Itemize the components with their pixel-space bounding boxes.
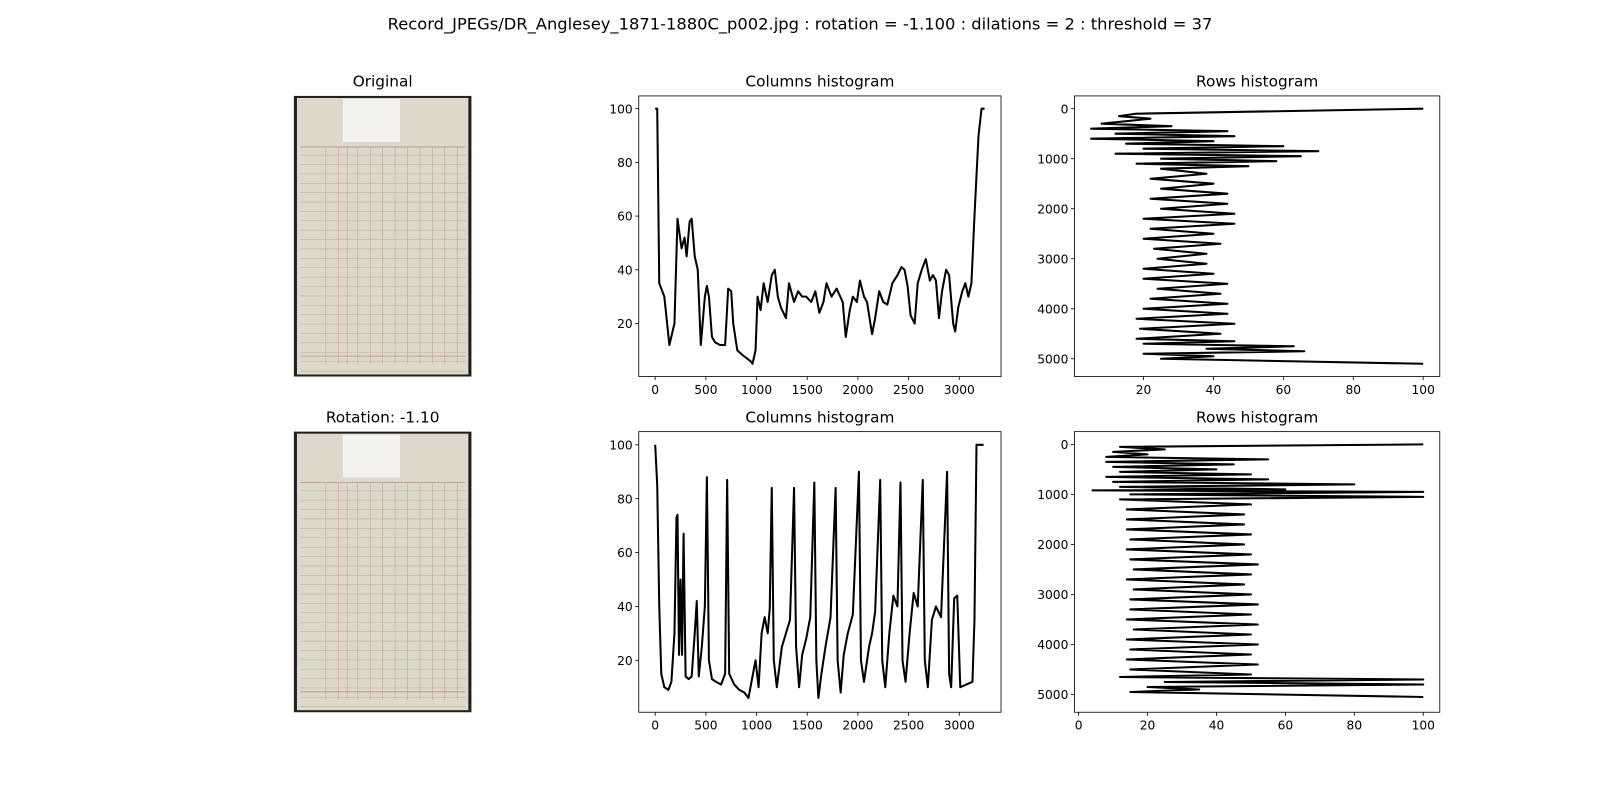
x-tick-label: 3000 [944, 719, 975, 733]
x-tick-label: 60 [1278, 719, 1294, 733]
y-tick-label: 5000 [1037, 688, 1068, 702]
axes-frame [638, 431, 1002, 713]
y-tick-label: 1000 [1037, 488, 1068, 502]
x-tick-label: 60 [1276, 383, 1292, 397]
panel-title: Rotation: -1.10 [326, 408, 440, 426]
document-image [293, 95, 472, 377]
label-card [342, 434, 400, 478]
histogram-line [1091, 443, 1425, 699]
panel-title: Rows histogram [1196, 73, 1318, 91]
axes-frame [1074, 95, 1441, 377]
x-tick-label: 0 [1075, 719, 1083, 733]
x-tick-label: 100 [1412, 719, 1435, 733]
x-tick-label: 1500 [792, 719, 823, 733]
x-tick-label: 1000 [741, 383, 772, 397]
x-tick-label: 3000 [944, 383, 975, 397]
x-tick-label: 20 [1136, 383, 1152, 397]
y-tick-label: 2000 [1037, 202, 1068, 216]
x-tick-label: 2500 [893, 383, 924, 397]
y-tick-label: 4000 [1037, 302, 1068, 316]
x-tick-label: 80 [1347, 719, 1363, 733]
y-tick-label: 20 [617, 317, 633, 331]
figure-title: Record_JPEGs/DR_Anglesey_1871-1880C_p002… [388, 15, 1213, 35]
y-tick-label: 40 [617, 263, 633, 277]
axes-frame [638, 95, 1002, 377]
y-tick-label: 100 [609, 438, 632, 452]
x-tick-label: 0 [651, 719, 659, 733]
y-tick-label: 5000 [1037, 352, 1068, 366]
panel-title: Columns histogram [745, 73, 894, 91]
document-image [293, 431, 472, 713]
y-tick-label: 3000 [1037, 588, 1068, 602]
y-tick-label: 0 [1061, 438, 1069, 452]
panel-title: Rows histogram [1196, 408, 1318, 426]
y-tick-label: 1000 [1037, 152, 1068, 166]
histogram-line [654, 443, 984, 699]
x-tick-label: 40 [1209, 719, 1225, 733]
y-tick-label: 4000 [1037, 638, 1068, 652]
panel-title: Columns histogram [745, 408, 894, 426]
y-tick-label: 0 [1061, 102, 1069, 116]
histogram-line [1090, 107, 1424, 365]
x-tick-label: 500 [694, 719, 717, 733]
x-tick-label: 2500 [893, 719, 924, 733]
y-tick-label: 60 [617, 210, 633, 224]
panel-title: Original [353, 73, 413, 91]
x-tick-label: 2000 [842, 719, 873, 733]
y-tick-label: 60 [617, 546, 633, 560]
x-tick-label: 500 [694, 383, 717, 397]
x-tick-label: 40 [1206, 383, 1222, 397]
axes-background [638, 95, 1002, 377]
y-tick-label: 40 [617, 600, 633, 614]
histogram-line [655, 107, 985, 365]
x-tick-label: 2000 [842, 383, 873, 397]
y-tick-label: 100 [609, 102, 632, 116]
x-tick-label: 0 [651, 383, 659, 397]
y-tick-label: 2000 [1037, 538, 1068, 552]
y-tick-label: 80 [617, 492, 633, 506]
x-tick-label: 80 [1345, 383, 1361, 397]
x-tick-label: 100 [1412, 383, 1435, 397]
y-tick-label: 80 [617, 156, 633, 170]
y-tick-label: 20 [617, 654, 633, 668]
label-card [342, 98, 400, 142]
x-tick-label: 1500 [792, 383, 823, 397]
y-tick-label: 3000 [1037, 252, 1068, 266]
x-tick-label: 1000 [741, 719, 772, 733]
axes-frame [1074, 431, 1441, 713]
x-tick-label: 20 [1140, 719, 1156, 733]
axes-background [1074, 431, 1440, 713]
